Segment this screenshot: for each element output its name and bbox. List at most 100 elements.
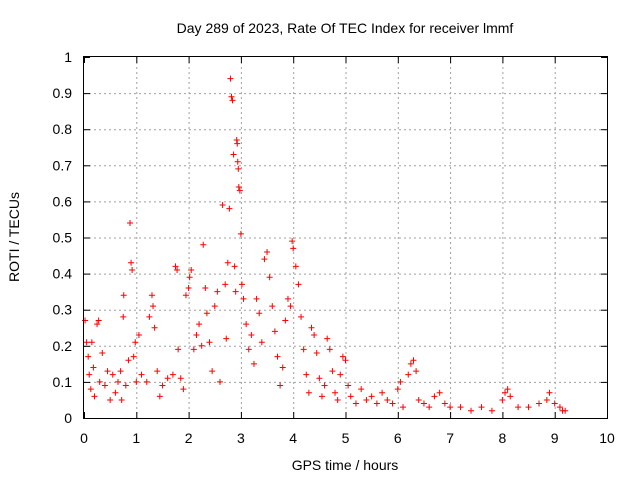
x-tick-label: 7 — [446, 430, 454, 446]
data-point — [274, 353, 281, 360]
data-point — [410, 357, 417, 364]
data-points — [82, 75, 569, 414]
data-point — [234, 158, 241, 165]
data-point — [298, 313, 305, 320]
data-point — [234, 140, 241, 147]
data-point — [94, 321, 101, 328]
data-point — [91, 393, 98, 400]
data-point — [86, 371, 93, 378]
x-tick-label: 0 — [80, 430, 88, 446]
y-tick-label: 0.6 — [53, 193, 73, 209]
data-point — [525, 404, 532, 411]
data-point — [129, 266, 136, 273]
data-point — [397, 378, 404, 385]
data-point — [99, 350, 106, 357]
data-point — [441, 400, 448, 407]
x-tick-label: 10 — [599, 430, 615, 446]
data-point — [507, 393, 514, 400]
data-point — [308, 324, 315, 331]
grid-lines — [84, 57, 607, 418]
data-point — [104, 368, 111, 375]
data-point — [237, 230, 244, 237]
y-tick-label: 0.9 — [53, 85, 73, 101]
x-tick-label: 3 — [237, 430, 245, 446]
data-point — [219, 202, 226, 209]
data-point — [118, 396, 125, 403]
data-point — [107, 396, 114, 403]
data-point — [151, 324, 158, 331]
data-point — [352, 400, 359, 407]
plot-frame — [83, 56, 608, 419]
data-point — [185, 285, 192, 292]
data-point — [248, 331, 255, 338]
data-point — [228, 93, 235, 100]
data-point — [85, 353, 92, 360]
data-point — [347, 393, 354, 400]
data-point — [279, 364, 286, 371]
data-point — [250, 360, 257, 367]
data-point — [186, 274, 193, 281]
data-point — [230, 151, 237, 158]
data-point — [243, 321, 250, 328]
data-point — [405, 371, 412, 378]
data-point — [159, 382, 166, 389]
y-tick-label: 0.2 — [53, 338, 73, 354]
data-point — [231, 263, 238, 270]
data-point — [318, 393, 325, 400]
data-point — [499, 396, 506, 403]
y-tick-label: 0.7 — [53, 157, 73, 173]
data-point — [223, 335, 230, 342]
data-point — [284, 295, 291, 302]
data-point — [154, 368, 161, 375]
data-point — [289, 238, 296, 245]
data-point — [112, 389, 119, 396]
data-point — [478, 404, 485, 411]
data-point — [329, 368, 336, 375]
y-tick-label: 0.8 — [53, 121, 73, 137]
data-point — [282, 317, 289, 324]
data-point — [227, 75, 234, 82]
data-point — [300, 346, 307, 353]
data-point — [379, 389, 386, 396]
data-point — [384, 396, 391, 403]
data-point — [420, 400, 427, 407]
x-axis-label: GPS time / hours — [292, 457, 399, 473]
data-point — [258, 339, 265, 346]
data-point — [117, 368, 124, 375]
data-point — [233, 137, 240, 144]
data-point — [146, 313, 153, 320]
data-point — [177, 375, 184, 382]
data-point — [120, 313, 127, 320]
data-point — [193, 331, 200, 338]
data-point — [150, 303, 157, 310]
y-tick-label: 0.3 — [53, 302, 73, 318]
data-point — [413, 368, 420, 375]
data-point — [96, 378, 103, 385]
data-point — [236, 187, 243, 194]
y-tick-label: 0.1 — [53, 374, 73, 390]
data-point — [277, 382, 284, 389]
data-point — [240, 295, 247, 302]
data-point — [389, 400, 396, 407]
data-point — [358, 386, 365, 393]
data-point — [287, 303, 294, 310]
chart-title: Day 289 of 2023, Rate Of TEC Index for r… — [177, 20, 514, 36]
data-point — [224, 259, 231, 266]
y-axis: 0 0.1 0.2 0.3 0.4 0.5 0.6 0.7 0.8 0.9 1 — [53, 49, 607, 426]
data-point — [269, 303, 276, 310]
data-point — [109, 371, 116, 378]
data-point — [311, 331, 318, 338]
data-point — [337, 371, 344, 378]
data-point — [164, 375, 171, 382]
data-point — [363, 396, 370, 403]
data-point — [342, 357, 349, 364]
data-point — [339, 353, 346, 360]
data-point — [305, 389, 312, 396]
data-point — [426, 404, 433, 411]
data-point — [226, 205, 233, 212]
data-point — [175, 346, 182, 353]
x-tick-label: 2 — [185, 430, 193, 446]
data-point — [128, 259, 135, 266]
data-point — [130, 353, 137, 360]
data-point — [415, 396, 422, 403]
